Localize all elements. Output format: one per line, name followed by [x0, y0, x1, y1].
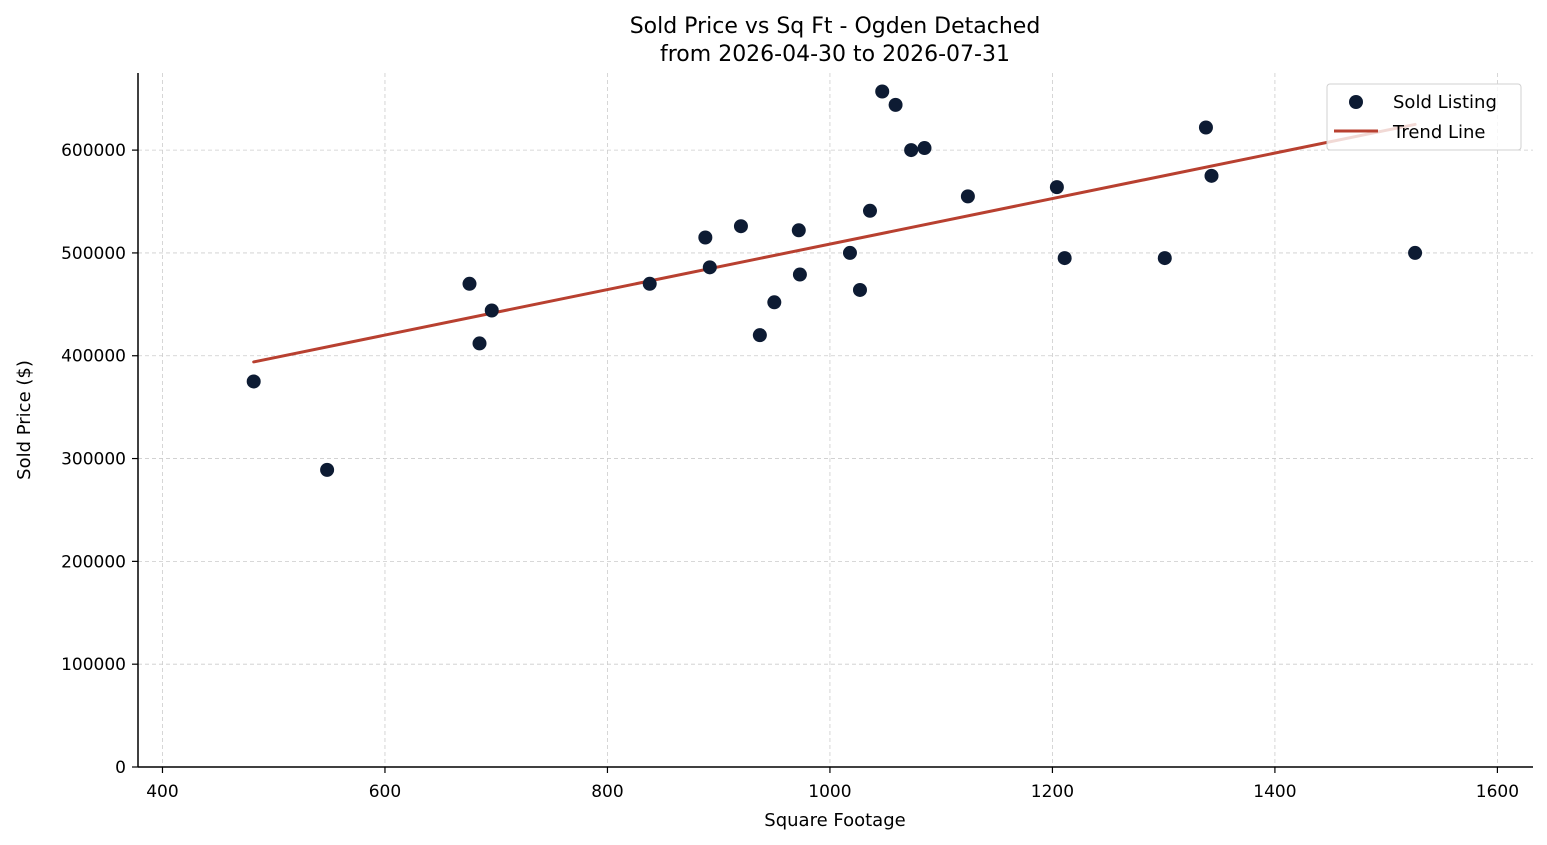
data-point: [698, 230, 713, 245]
legend-label-trend-line: Trend Line: [1392, 122, 1486, 143]
chart-subtitle: from 2026-04-30 to 2026-07-31: [660, 42, 1010, 67]
y-tick-label: 0: [115, 758, 126, 778]
data-point: [792, 267, 807, 282]
y-axis-label: Sold Price ($): [14, 360, 35, 480]
x-tick-label: 400: [146, 782, 178, 802]
data-point: [888, 97, 903, 112]
legend: Sold Listing Trend Line: [1326, 83, 1522, 151]
legend-box: [1326, 83, 1522, 151]
data-point: [752, 328, 767, 343]
y-tick-label: 100000: [61, 655, 126, 675]
axis-ticks: 400 600 800 1000 1200 1400 1600 0 100000 200000 30…: [61, 141, 1519, 802]
data-point: [1057, 251, 1072, 266]
x-tick-label: 1400: [1253, 782, 1296, 802]
data-point: [320, 462, 335, 477]
data-point: [1204, 168, 1219, 183]
legend-marker-sold-listing: [1349, 95, 1363, 109]
grid-lines: [138, 73, 1533, 767]
data-point: [1408, 245, 1423, 260]
data-point: [1049, 180, 1064, 195]
data-point: [875, 84, 890, 99]
data-points: [246, 84, 1423, 477]
x-tick-label: 1000: [808, 782, 851, 802]
y-tick-label: 200000: [61, 552, 126, 572]
data-point: [917, 141, 932, 156]
data-point: [1198, 120, 1213, 135]
data-point: [791, 223, 806, 238]
data-point: [642, 276, 657, 291]
data-point: [852, 282, 867, 297]
y-tick-label: 600000: [61, 141, 126, 161]
y-tick-label: 300000: [61, 450, 126, 470]
data-point: [767, 295, 782, 310]
data-point: [862, 203, 877, 218]
y-tick-label: 500000: [61, 244, 126, 264]
data-point: [1157, 251, 1172, 266]
trend-line-layer: [252, 122, 1417, 364]
data-point: [246, 374, 261, 389]
x-tick-label: 600: [369, 782, 401, 802]
data-point: [960, 189, 975, 204]
data-point: [472, 336, 487, 351]
x-tick-label: 1200: [1031, 782, 1074, 802]
x-tick-label: 1600: [1476, 782, 1519, 802]
data-point: [462, 276, 477, 291]
trend-line: [252, 122, 1417, 364]
data-point: [904, 143, 919, 158]
data-point: [842, 245, 857, 260]
y-tick-label: 400000: [61, 347, 126, 367]
data-point: [702, 260, 717, 275]
x-tick-label: 800: [591, 782, 623, 802]
legend-label-sold-listing: Sold Listing: [1393, 92, 1497, 113]
x-axis-label: Square Footage: [764, 810, 905, 831]
data-point: [733, 219, 748, 234]
data-point: [484, 303, 499, 318]
chart-title: Sold Price vs Sq Ft - Ogden Detached: [630, 14, 1041, 39]
